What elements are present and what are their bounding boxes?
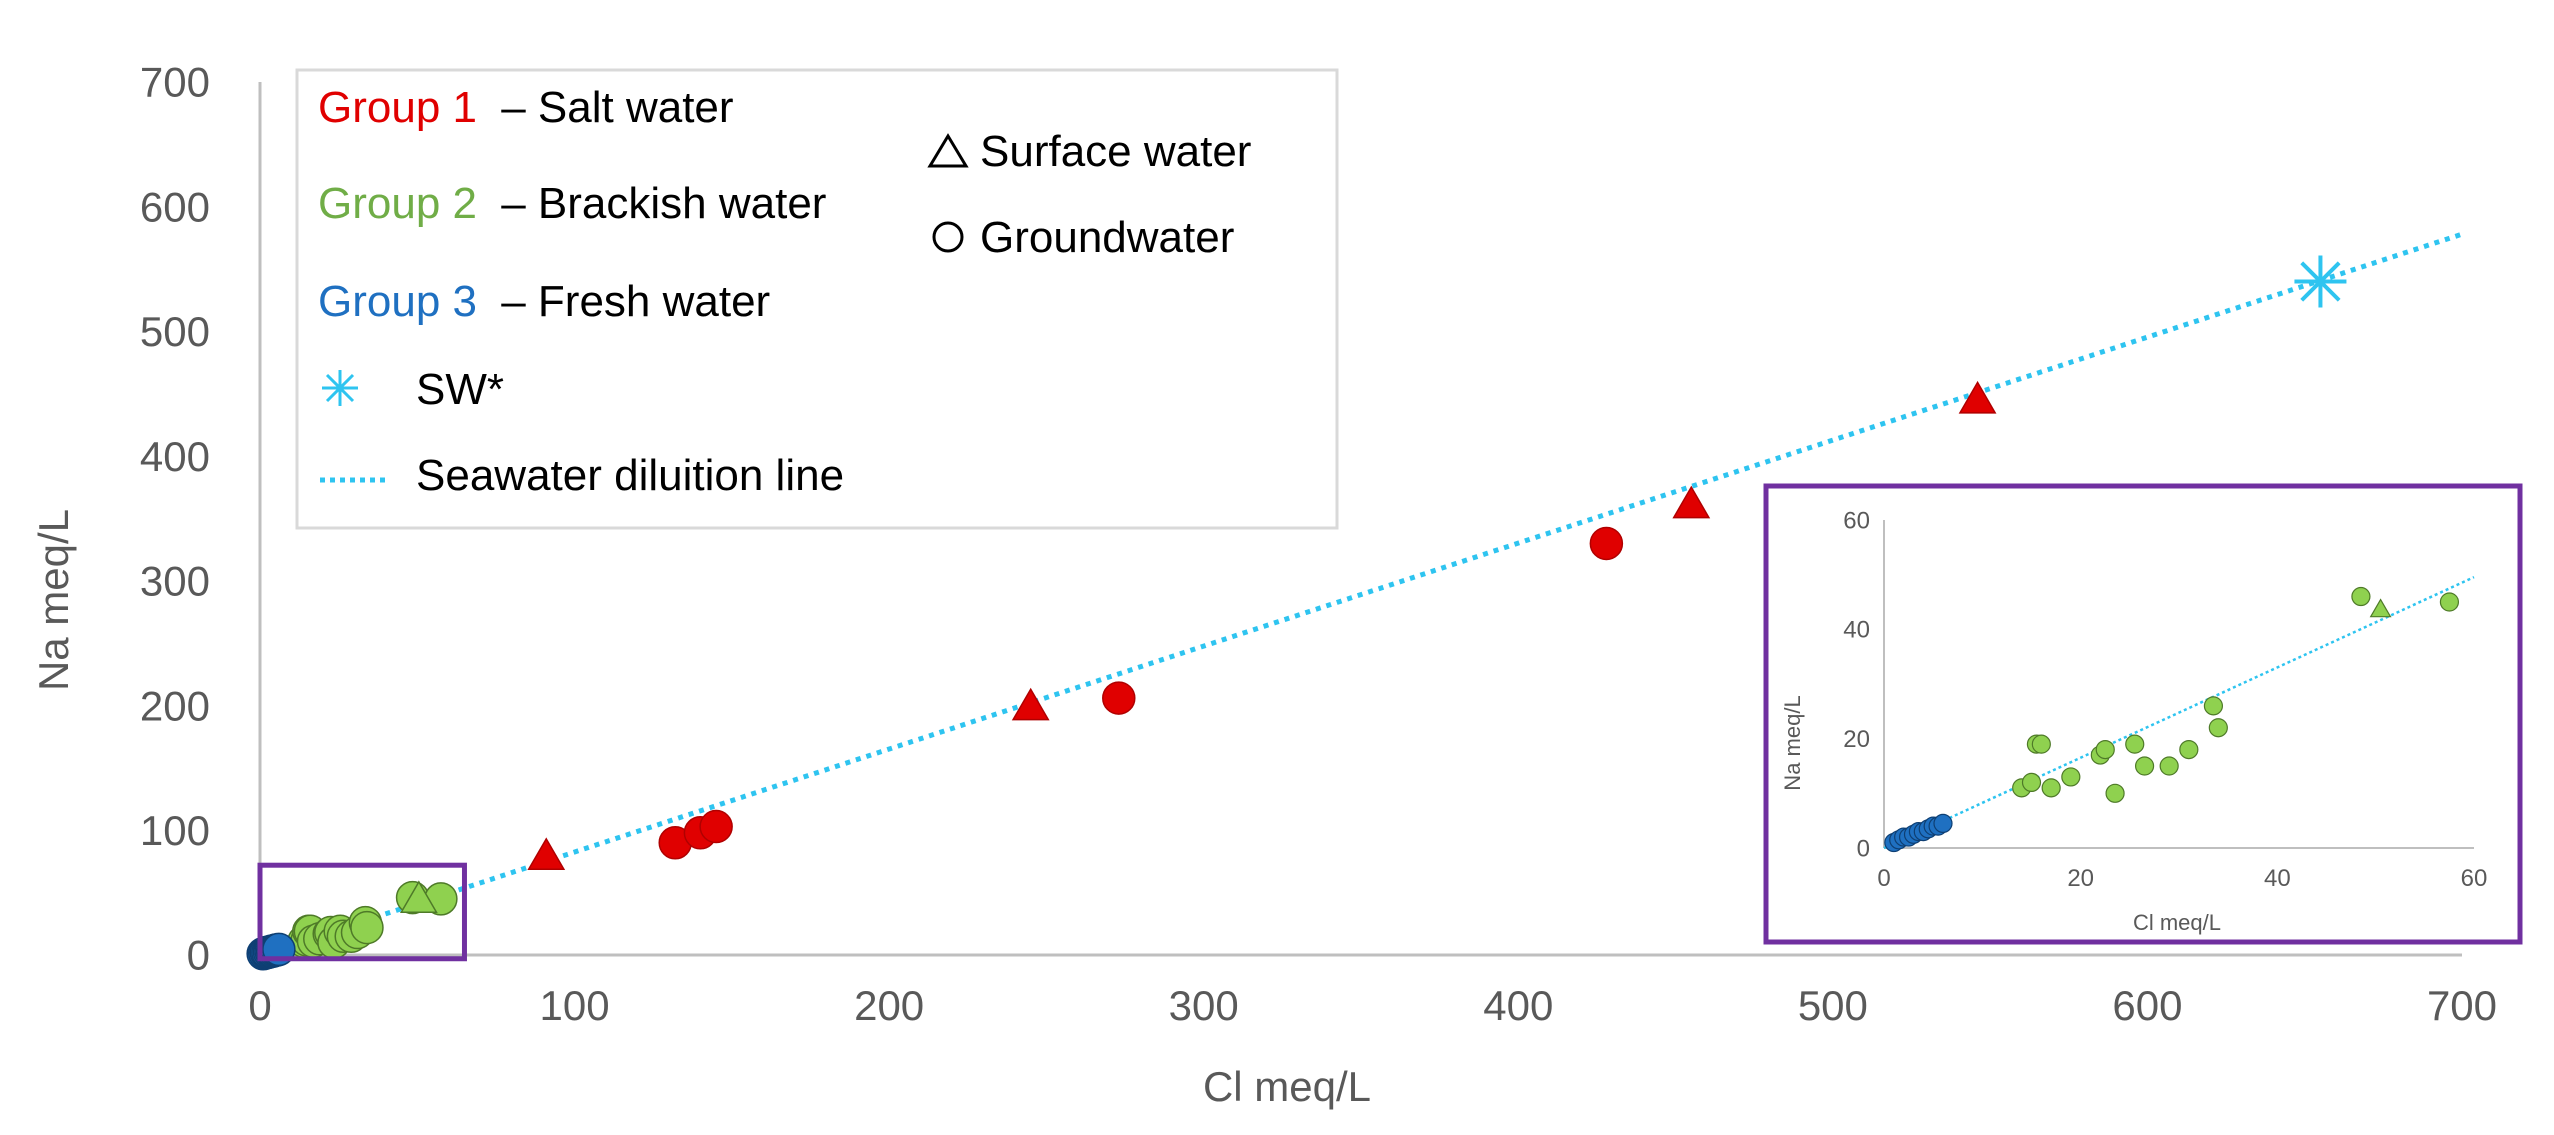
- inset-point-circle: [2134, 756, 2155, 776]
- inset-x-tick-label: 40: [2264, 865, 2291, 892]
- inset-x-tick-label: 20: [2067, 865, 2094, 892]
- inset-point-circle: [2439, 592, 2460, 612]
- main-y-tick-label: 700: [140, 59, 210, 106]
- inset-point-circle: [2351, 586, 2371, 607]
- main-point-asterisk: [2294, 255, 2347, 308]
- y-axis-title: Na meq/L: [30, 509, 77, 691]
- main-x-tick-label: 300: [1169, 982, 1239, 1029]
- main-x-tick-label: 700: [2427, 982, 2497, 1029]
- main-y-tick-label: 500: [140, 308, 210, 355]
- x-axis-title: Cl meq/L: [1203, 1063, 1371, 1110]
- main-y-tick-label: 400: [140, 433, 210, 480]
- circle-icon: [932, 221, 964, 253]
- legend-line-label: Seawater diluition line: [416, 451, 844, 500]
- inset-y-tick-label: 40: [1843, 617, 1870, 644]
- main-y-tick-label: 100: [140, 807, 210, 854]
- main-point-triangle: [1011, 687, 1050, 721]
- legend-group-2-desc: – Brackish water: [501, 179, 826, 228]
- inset-point-circle: [2159, 756, 2179, 776]
- legend-ground-label: Groundwater: [980, 213, 1234, 262]
- inset-dilution-line-layer: [1883, 576, 2475, 850]
- main-point-triangle: [1958, 380, 1997, 414]
- inset-point-circle: [2095, 739, 2115, 760]
- main-axes: [258, 82, 2462, 957]
- inset-y-tick-label: 0: [1857, 835, 1870, 862]
- main-highlight-box-layer: [257, 862, 467, 962]
- inset-point-circle: [1933, 813, 1953, 834]
- main-y-tick-label: 200: [140, 682, 210, 729]
- main-y-tick-label: 300: [140, 558, 210, 605]
- main-x-tick-label: 500: [1798, 982, 1868, 1029]
- inset-point-circle: [2041, 778, 2061, 798]
- main-point-circle: [1589, 526, 1624, 561]
- triangle-icon: [927, 133, 969, 168]
- inset-point-circle: [2208, 718, 2228, 738]
- main-point-circle: [699, 809, 733, 844]
- inset-y-tick-label: 20: [1843, 726, 1870, 753]
- legend-group-2: Group 2 – Brackish water: [318, 179, 826, 228]
- legend-frame: [295, 68, 1339, 530]
- legend-group-3: Group 3 – Fresh water: [318, 277, 770, 326]
- legend-surface-label: Surface water: [980, 127, 1251, 176]
- main-y-tick-label: 0: [187, 932, 210, 979]
- inset-tick-labels: 0 20 40 60 0 20 40 60: [1843, 507, 2487, 892]
- inset-points-layer: [1884, 586, 2460, 853]
- inset-x-axis-title: Cl meq/L: [2133, 910, 2221, 935]
- main-dilution-line: [259, 231, 2463, 958]
- legend-group-3-name: Group 3: [318, 277, 477, 326]
- legend-group-1-name: Group 1: [318, 83, 477, 132]
- inset-point-circle: [2061, 767, 2081, 787]
- main-x-tick-label: 600: [2112, 982, 2182, 1029]
- main-point-triangle: [1672, 485, 1711, 519]
- inset-point-circle: [2203, 696, 2224, 716]
- inset-point-circle: [2179, 739, 2199, 760]
- main-point-circle: [1102, 681, 1136, 715]
- inset-point-circle: [2125, 734, 2145, 754]
- legend-group-3-desc: – Fresh water: [501, 277, 770, 326]
- inset-frame: [1763, 483, 2523, 945]
- main-x-tick-label: 0: [248, 982, 271, 1029]
- inset-point-circle: [2021, 772, 2042, 793]
- legend-group-1: Group 1 – Salt water: [318, 83, 734, 132]
- inset-x-tick-label: 60: [2461, 865, 2488, 892]
- main-dilution-line-layer: [259, 231, 2463, 958]
- inset-dilution-line: [1883, 576, 2475, 850]
- main-y-tick-label: 600: [140, 183, 210, 230]
- main-x-tick-label: 100: [540, 982, 610, 1029]
- main-x-tick-label: 200: [854, 982, 924, 1029]
- inset-y-tick-label: 60: [1843, 507, 1870, 534]
- zoom-highlight-box: [257, 862, 467, 962]
- inset-chart: 0 20 40 60 0 20 40 60 Cl meq/L Na meq/L: [1763, 483, 2523, 945]
- legend: Group 1 – Salt water Group 2 – Brackish …: [295, 68, 1339, 530]
- asterisk-icon: [322, 370, 358, 406]
- inset-point-circle: [2105, 783, 2125, 803]
- inset-x-tick-label: 0: [1877, 865, 1890, 892]
- legend-sw-label: SW*: [416, 365, 504, 414]
- inset-axes: [1883, 520, 2474, 849]
- inset-point-circle: [2031, 734, 2051, 754]
- main-tick-labels: 0 100 200 300 400 500 600 700010020030040050060…: [140, 59, 2497, 1029]
- inset-point-triangle: [2369, 598, 2392, 618]
- inset-y-axis-title: Na meq/L: [1780, 695, 1805, 790]
- main-x-tick-label: 400: [1483, 982, 1553, 1029]
- main-point-triangle: [399, 880, 438, 914]
- legend-group-2-name: Group 2: [318, 179, 477, 228]
- legend-group-1-desc: – Salt water: [501, 83, 733, 132]
- main-point-triangle: [527, 837, 566, 871]
- main-point-circle: [350, 910, 384, 945]
